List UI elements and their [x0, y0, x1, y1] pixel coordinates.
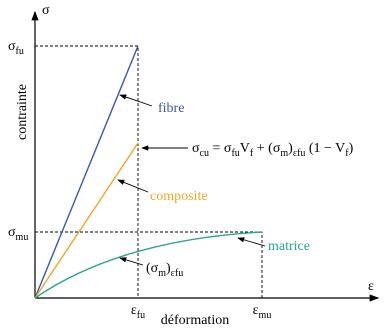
- text-run: σ: [8, 225, 16, 240]
- text-run: V: [240, 141, 250, 156]
- subscript: fu: [16, 46, 24, 57]
- subscript: f: [250, 148, 254, 159]
- y-symbol: σ: [42, 3, 50, 18]
- tick-label: εmu: [253, 303, 272, 321]
- arrow: [119, 94, 153, 107]
- arrow: [117, 179, 149, 193]
- arrow: [119, 257, 144, 266]
- tick-label: σmu: [8, 225, 28, 243]
- text-run: ε: [131, 303, 137, 318]
- subscript: fu: [231, 148, 239, 159]
- subscript: εfu: [293, 148, 306, 159]
- text-run: ε: [253, 303, 259, 318]
- subscript: mu: [16, 232, 29, 243]
- x-label: déformation: [161, 313, 229, 328]
- text-run: (σ: [146, 261, 159, 276]
- text-run: σ: [8, 39, 16, 54]
- text-run: + (σ: [253, 141, 281, 156]
- text-run: ): [349, 141, 354, 156]
- text-run: (1 − V: [305, 141, 345, 156]
- subscript: m: [158, 268, 166, 279]
- text-run: σ: [192, 141, 200, 156]
- subscript: f: [345, 148, 349, 159]
- subscript: cu: [200, 148, 209, 159]
- subscript: mu: [259, 310, 272, 321]
- subscript: εfu: [171, 268, 184, 279]
- fibre-line: [34, 45, 139, 299]
- text-run: = σ: [209, 141, 232, 156]
- y-label: contrainte: [15, 84, 30, 140]
- fibre-label: fibre: [158, 101, 184, 116]
- text-run: ): [288, 141, 293, 156]
- composite-line: [34, 142, 139, 299]
- text-run: ): [166, 261, 171, 276]
- matrice-curve: [34, 231, 263, 299]
- tick-label: σfu: [8, 39, 24, 57]
- annotation: (σm)εfu: [146, 261, 183, 279]
- tick-label: εfu: [131, 303, 145, 321]
- matrice-label: matrice: [268, 239, 310, 254]
- subscript: fu: [137, 310, 145, 321]
- arrow: [237, 237, 266, 247]
- x-symbol: ε: [368, 279, 374, 294]
- composite-label: composite: [150, 189, 208, 204]
- formula: σcu = σfuVf + (σm)εfu (1 − Vf): [192, 141, 354, 159]
- subscript: m: [280, 148, 288, 159]
